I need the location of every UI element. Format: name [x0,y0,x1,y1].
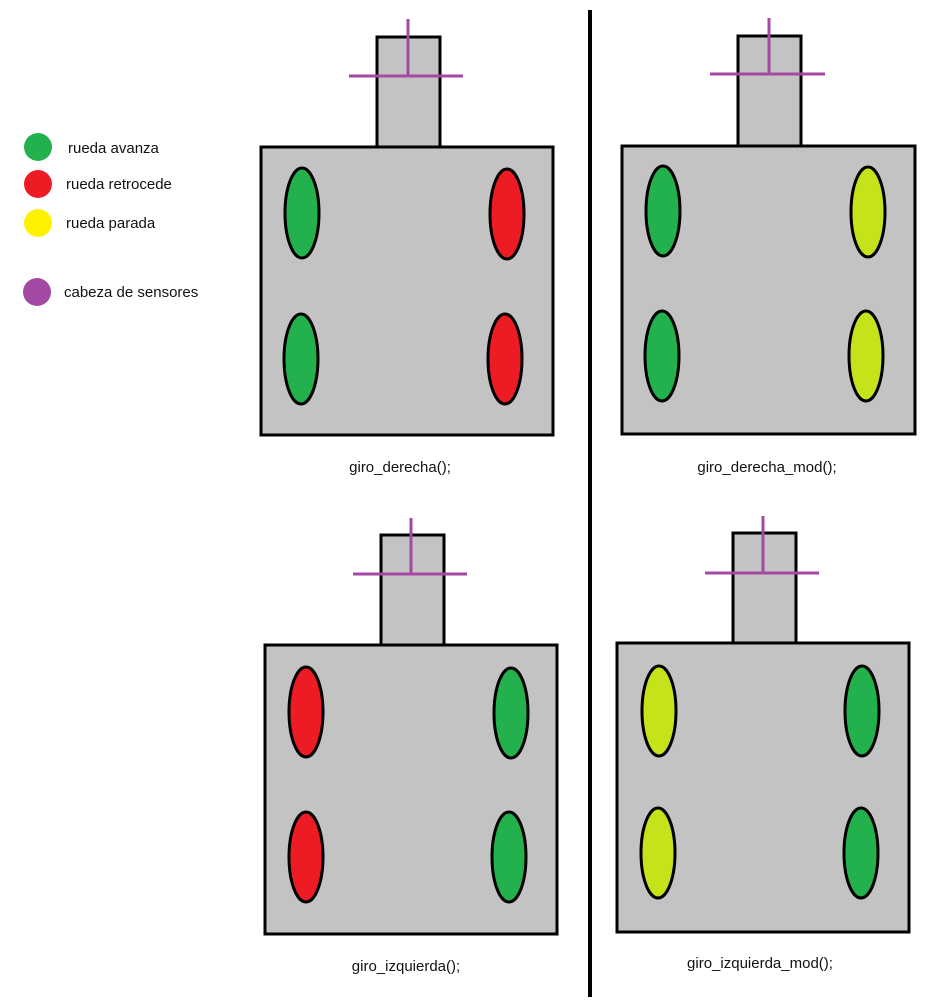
wheel-rear-right [486,312,524,406]
legend-item-forward: rueda avanza [24,133,160,161]
wheel-rear-left [287,810,325,904]
legend-item-reverse: rueda retrocede [24,170,172,198]
legend-item-stopped: rueda parada [24,209,156,237]
wheel-front-right [488,167,526,261]
purple-dot-icon [23,278,51,306]
wheel-rear-left [282,312,320,406]
legend: rueda avanza rueda retrocede rueda parad… [23,133,198,306]
wheel-front-left [287,665,325,759]
red-dot-icon [24,170,52,198]
wheel-front-right [849,165,887,259]
legend-label-sensor: cabeza de sensores [64,284,198,301]
robot-giro-izquierda: giro_izquierda(); [263,518,559,975]
wheel-front-right [843,664,881,758]
robot-giro-derecha-mod: giro_derecha_mod(); [620,18,917,476]
wheel-rear-right [842,806,880,900]
wheel-front-left [644,164,682,258]
robot-giro-derecha: giro_derecha(); [259,19,555,476]
caption-giro-derecha: giro_derecha(); [349,459,451,476]
wheel-rear-left [643,309,681,403]
yellow-dot-icon [24,209,52,237]
legend-item-sensor: cabeza de sensores [23,278,198,306]
wheel-rear-right [490,810,528,904]
caption-giro-izquierda: giro_izquierda(); [352,958,460,975]
robot-neck [731,531,798,645]
legend-label-forward: rueda avanza [68,140,160,157]
wheel-front-left [640,664,678,758]
caption-giro-izquierda-mod: giro_izquierda_mod(); [687,955,833,972]
legend-label-stopped: rueda parada [66,215,156,232]
wheel-front-left [283,166,321,260]
legend-label-reverse: rueda retrocede [66,176,172,193]
green-dot-icon [24,133,52,161]
wheel-rear-right [847,309,885,403]
robot-giro-izquierda-mod: giro_izquierda_mod(); [615,516,911,972]
wheel-rear-left [639,806,677,900]
caption-giro-derecha-mod: giro_derecha_mod(); [697,459,836,476]
wheel-front-right [492,666,530,760]
